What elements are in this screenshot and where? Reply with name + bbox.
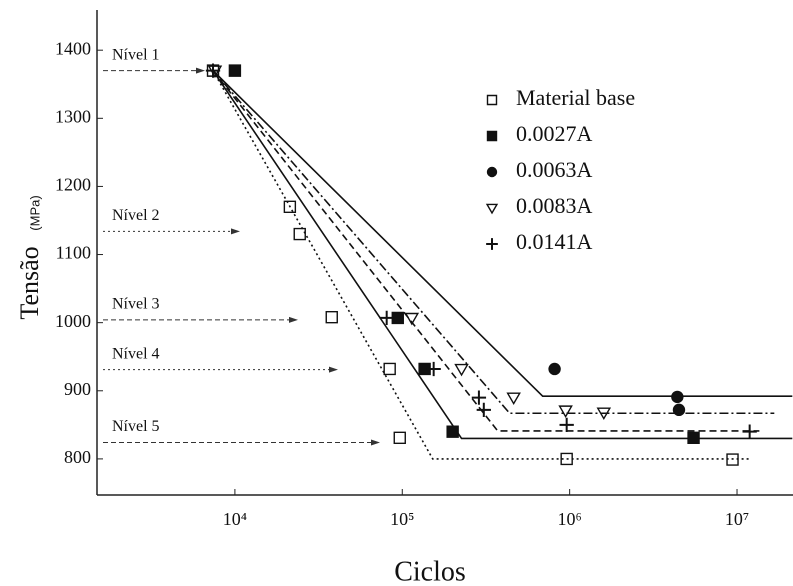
arrow-head: [196, 67, 205, 74]
annotation-text: Nível 1: [112, 46, 160, 63]
fit-line: [212, 70, 752, 460]
arrow-head: [371, 439, 380, 446]
x-tick-label: 10⁶: [558, 509, 582, 529]
data-point: [548, 362, 561, 376]
data-point: [446, 425, 459, 438]
fit-line: [212, 70, 775, 415]
legend-label: 0.0083A: [516, 193, 593, 218]
data-point: [672, 403, 686, 416]
data-point: [293, 227, 306, 241]
y-tick-label: 1000: [55, 311, 91, 331]
data-point: [205, 63, 221, 78]
data-point: [687, 431, 700, 444]
legend-marker: [486, 166, 498, 178]
data-point: [596, 407, 612, 421]
legend-label: 0.0027A: [516, 121, 593, 146]
data-point: [228, 64, 242, 77]
data-point: [283, 200, 297, 214]
data-point: [426, 361, 441, 377]
arrow-head: [329, 366, 338, 373]
y-tick-label: 1100: [56, 243, 91, 263]
data-point: [471, 390, 487, 405]
data-point: [742, 424, 757, 439]
legend-marker: [486, 130, 498, 142]
legend-label: 0.0141A: [516, 229, 593, 254]
annotation-text: Nível 2: [112, 207, 160, 224]
data-point: [726, 453, 739, 466]
x-tick-label: 10⁷: [725, 509, 749, 529]
fit-line: [212, 70, 760, 432]
arrow-head: [289, 316, 298, 323]
data-point: [391, 311, 404, 325]
y-axis-unit: (MPa): [27, 195, 42, 230]
arrow-head: [231, 228, 240, 235]
x-tick-label: 10⁵: [390, 509, 414, 529]
y-tick-label: 800: [64, 447, 91, 467]
data-point: [558, 405, 573, 418]
legend-marker: [486, 94, 498, 106]
x-tick-label: 10⁴: [223, 509, 247, 529]
data-point: [454, 363, 469, 377]
legend-label: 0.0063A: [516, 157, 593, 182]
legend-marker: [485, 203, 499, 215]
data-point: [671, 390, 684, 404]
data-point: [560, 452, 573, 466]
data-point: [506, 392, 521, 406]
data-point: [383, 362, 396, 376]
y-tick-label: 1200: [55, 175, 91, 195]
y-axis-label: Tensão: [15, 246, 44, 319]
fit-line: [212, 70, 793, 440]
legend-marker: [486, 238, 498, 250]
annotation-text: Nível 4: [112, 345, 160, 362]
data-point: [325, 311, 338, 324]
y-tick-label: 1300: [55, 106, 91, 126]
data-point: [476, 402, 491, 418]
data-point: [206, 64, 220, 77]
y-axis-title: Tensão (MPa): [15, 195, 44, 319]
data-point: [404, 312, 420, 326]
y-tick-label: 900: [64, 379, 91, 399]
data-point: [379, 310, 394, 326]
y-tick-label: 1400: [55, 38, 91, 58]
x-axis-label: Ciclos: [394, 556, 466, 586]
annotation-text: Nível 5: [112, 418, 160, 435]
fit-line: [212, 70, 793, 398]
legend-label: Material base: [516, 85, 635, 110]
annotation-text: Nível 3: [112, 296, 160, 313]
data-point: [393, 431, 406, 444]
data-point: [559, 417, 574, 432]
data-point: [418, 362, 431, 376]
